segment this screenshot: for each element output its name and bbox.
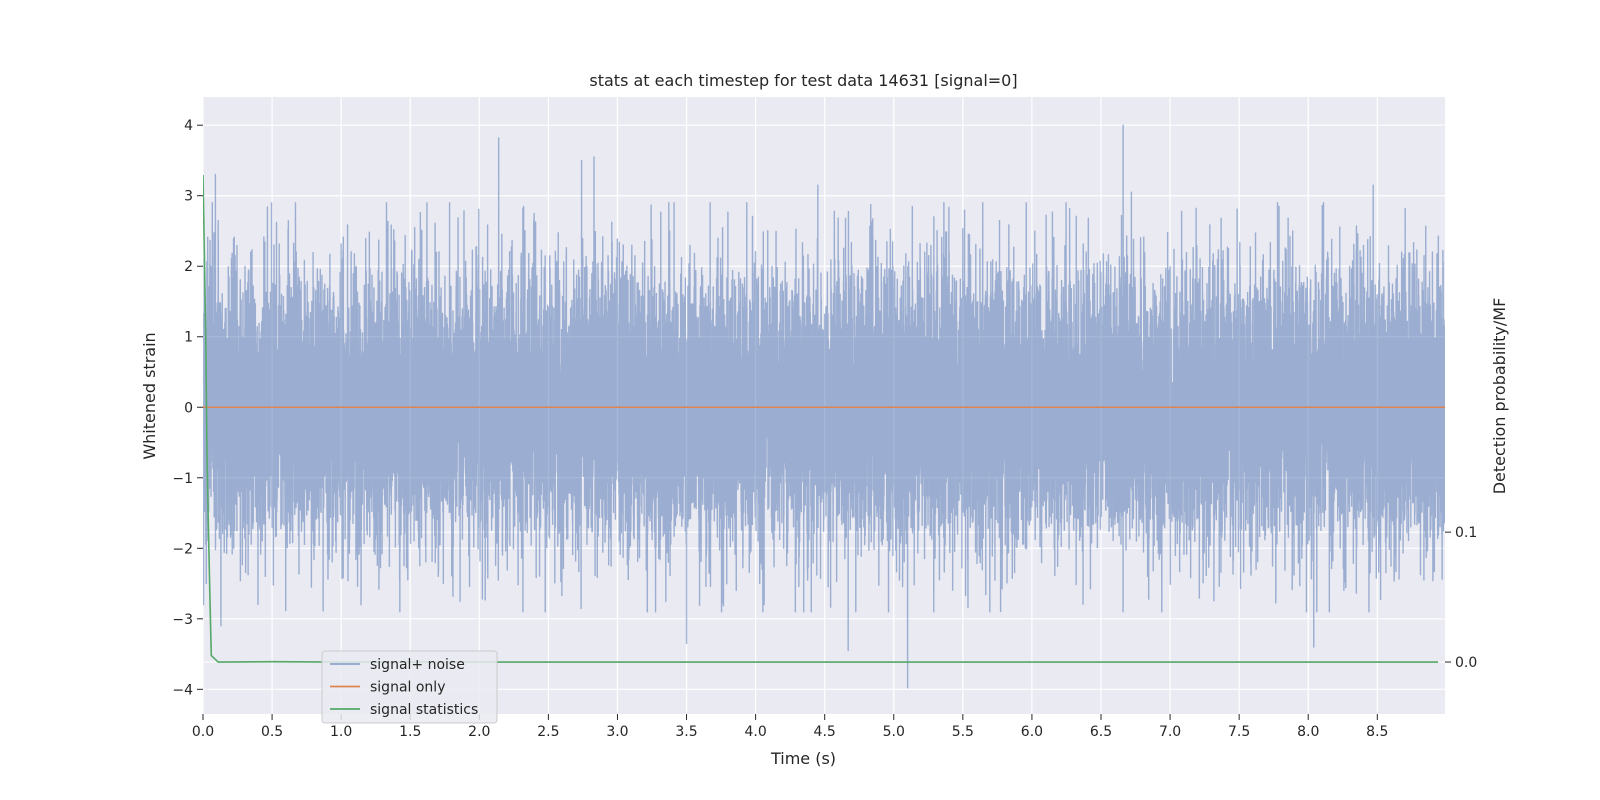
x-tick-label: 3.5: [675, 724, 697, 740]
x-tick-label: 0.0: [192, 724, 214, 740]
y-tick-label: 0: [184, 400, 193, 416]
x-tick-label: 6.5: [1090, 724, 1112, 740]
y-tick-label: −1: [172, 471, 193, 487]
x-tick-label: 4.5: [814, 724, 836, 740]
x-tick-label: 2.5: [537, 724, 559, 740]
chart-title: stats at each timestep for test data 146…: [589, 71, 1017, 90]
x-tick-label: 5.0: [883, 724, 905, 740]
x-tick-label: 8.0: [1297, 724, 1319, 740]
series-line-2: [203, 174, 1439, 663]
x-axis-label: Time (s): [770, 749, 836, 768]
x-tick-label: 1.5: [399, 724, 421, 740]
x-tick-label: 0.5: [261, 724, 283, 740]
x-tick-label: 3.0: [606, 724, 628, 740]
series-line-0: [203, 124, 1445, 689]
y-axis-label: Whitened strain: [140, 332, 159, 459]
series-group: [203, 124, 1445, 689]
x-tick-label: 6.0: [1021, 724, 1043, 740]
x-tick-label: 2.0: [468, 724, 490, 740]
y-tick-label: 2: [184, 259, 193, 275]
x-tick-label: 7.0: [1159, 724, 1181, 740]
legend: signal+ noise signal only signal statistic…: [321, 650, 498, 724]
y-tick-label: −2: [172, 541, 193, 557]
y2-axis-label: Detection probability/MF: [1490, 298, 1509, 495]
legend-box: [321, 650, 498, 724]
legend-label-1: signal only: [370, 680, 445, 696]
legend-label-0: signal+ noise: [370, 657, 465, 673]
x-tick-label: 1.0: [330, 724, 352, 740]
legend-label-2: signal statistics: [370, 702, 478, 718]
y-tick-label: 3: [184, 189, 193, 205]
y-tick-label: 4: [184, 118, 193, 134]
x-tick-label: 8.5: [1366, 724, 1388, 740]
y-tick-label: 1: [184, 330, 193, 346]
x-tick-label: 4.0: [744, 724, 766, 740]
x-tick-label: 7.5: [1228, 724, 1250, 740]
y2-tick-label: 0.1: [1455, 525, 1477, 541]
x-tick-label: 5.5: [952, 724, 974, 740]
y-tick-label: −4: [172, 682, 193, 698]
y2-tick-label: 0.0: [1455, 655, 1477, 671]
plot-area: 0.0 0.5 1.0 1.5 2.0 2.5 3.0 3.5 4.0 4.5 5.0 5.5 6.0 6…: [172, 97, 1477, 740]
y-tick-label: −3: [172, 612, 193, 628]
